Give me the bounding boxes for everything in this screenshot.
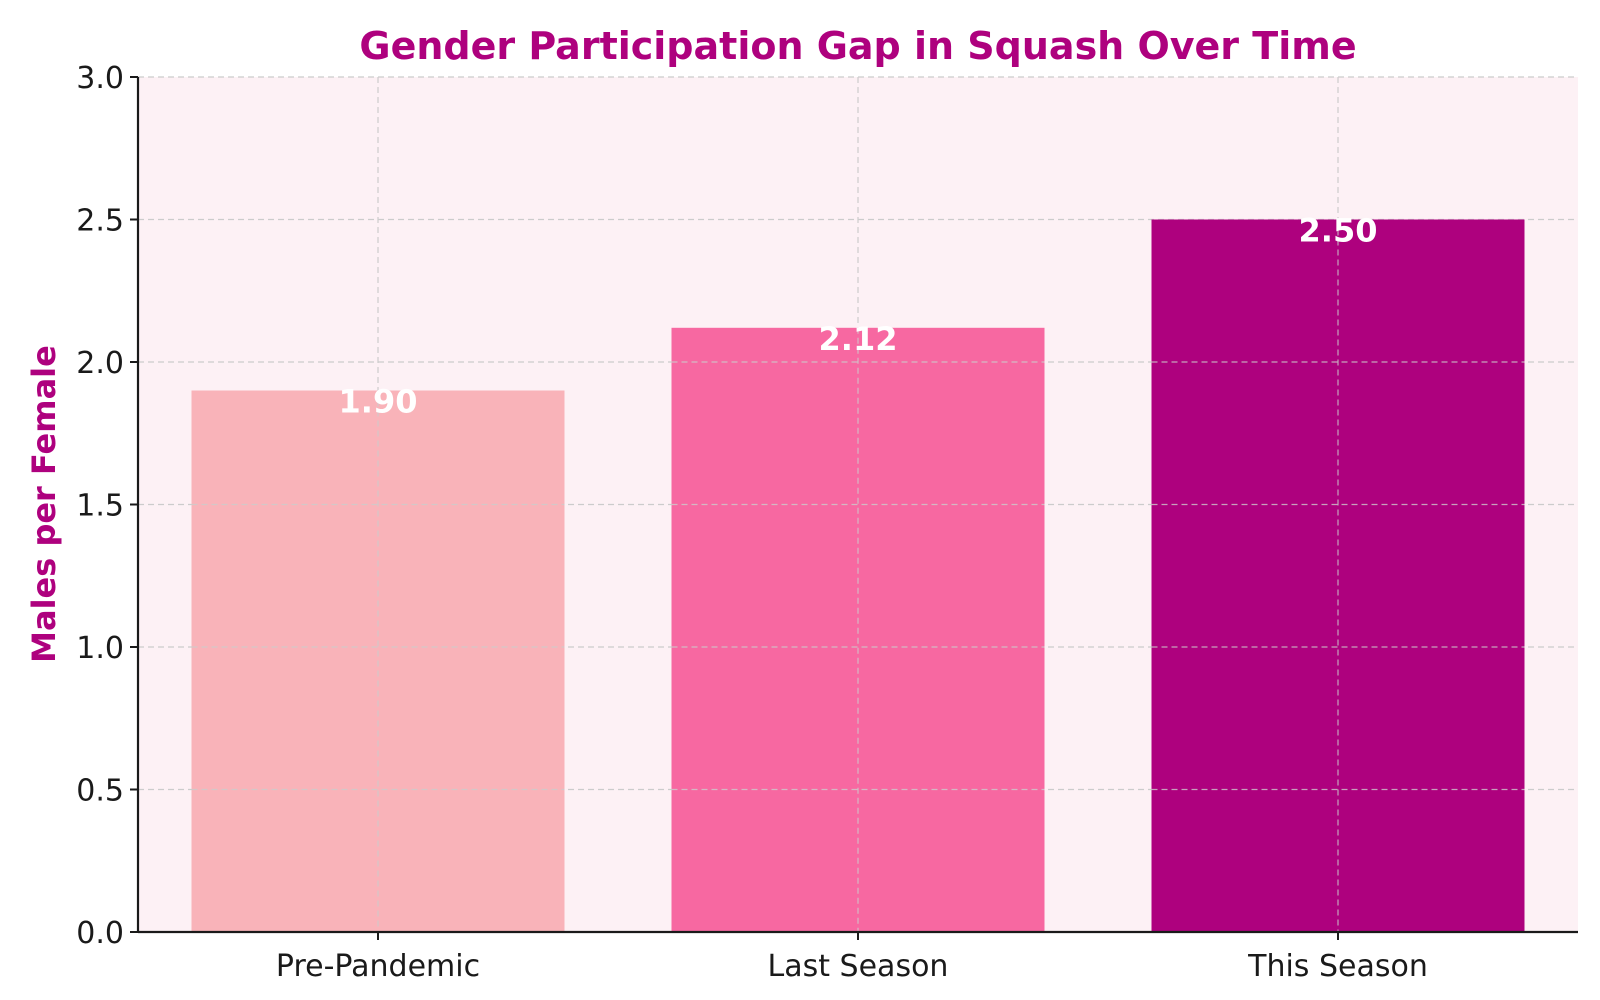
y-tick-label-3: 1.5 bbox=[76, 489, 124, 524]
bar-value-label-2: 2.50 bbox=[1299, 212, 1378, 250]
x-tick-label-0: Pre-Pandemic bbox=[276, 949, 480, 984]
y-tick-label-6: 3.0 bbox=[76, 61, 124, 96]
chart-title: Gender Participation Gap in Squash Over … bbox=[359, 24, 1356, 68]
bar-value-label-1: 2.12 bbox=[819, 320, 898, 358]
y-ticks: 0.0 0.5 1.0 1.5 2.0 2.5 3.0 bbox=[76, 61, 138, 951]
y-tick-label-1: 0.5 bbox=[76, 774, 124, 809]
y-tick-label-4: 2.0 bbox=[76, 346, 124, 381]
x-tick-label-1: Last Season bbox=[768, 949, 949, 984]
y-axis-label: Males per Female bbox=[25, 345, 63, 663]
grid-over-bars bbox=[191, 219, 1525, 932]
y-tick-label-0: 0.0 bbox=[76, 916, 124, 951]
y-tick-label-2: 1.0 bbox=[76, 631, 124, 666]
x-tick-label-2: This Season bbox=[1247, 949, 1428, 984]
bar-value-labels: 1.90 2.12 2.50 bbox=[339, 212, 1378, 421]
y-tick-label-5: 2.5 bbox=[76, 204, 124, 239]
x-ticks: Pre-Pandemic Last Season This Season bbox=[276, 932, 1428, 984]
bar-value-label-0: 1.90 bbox=[339, 383, 418, 421]
